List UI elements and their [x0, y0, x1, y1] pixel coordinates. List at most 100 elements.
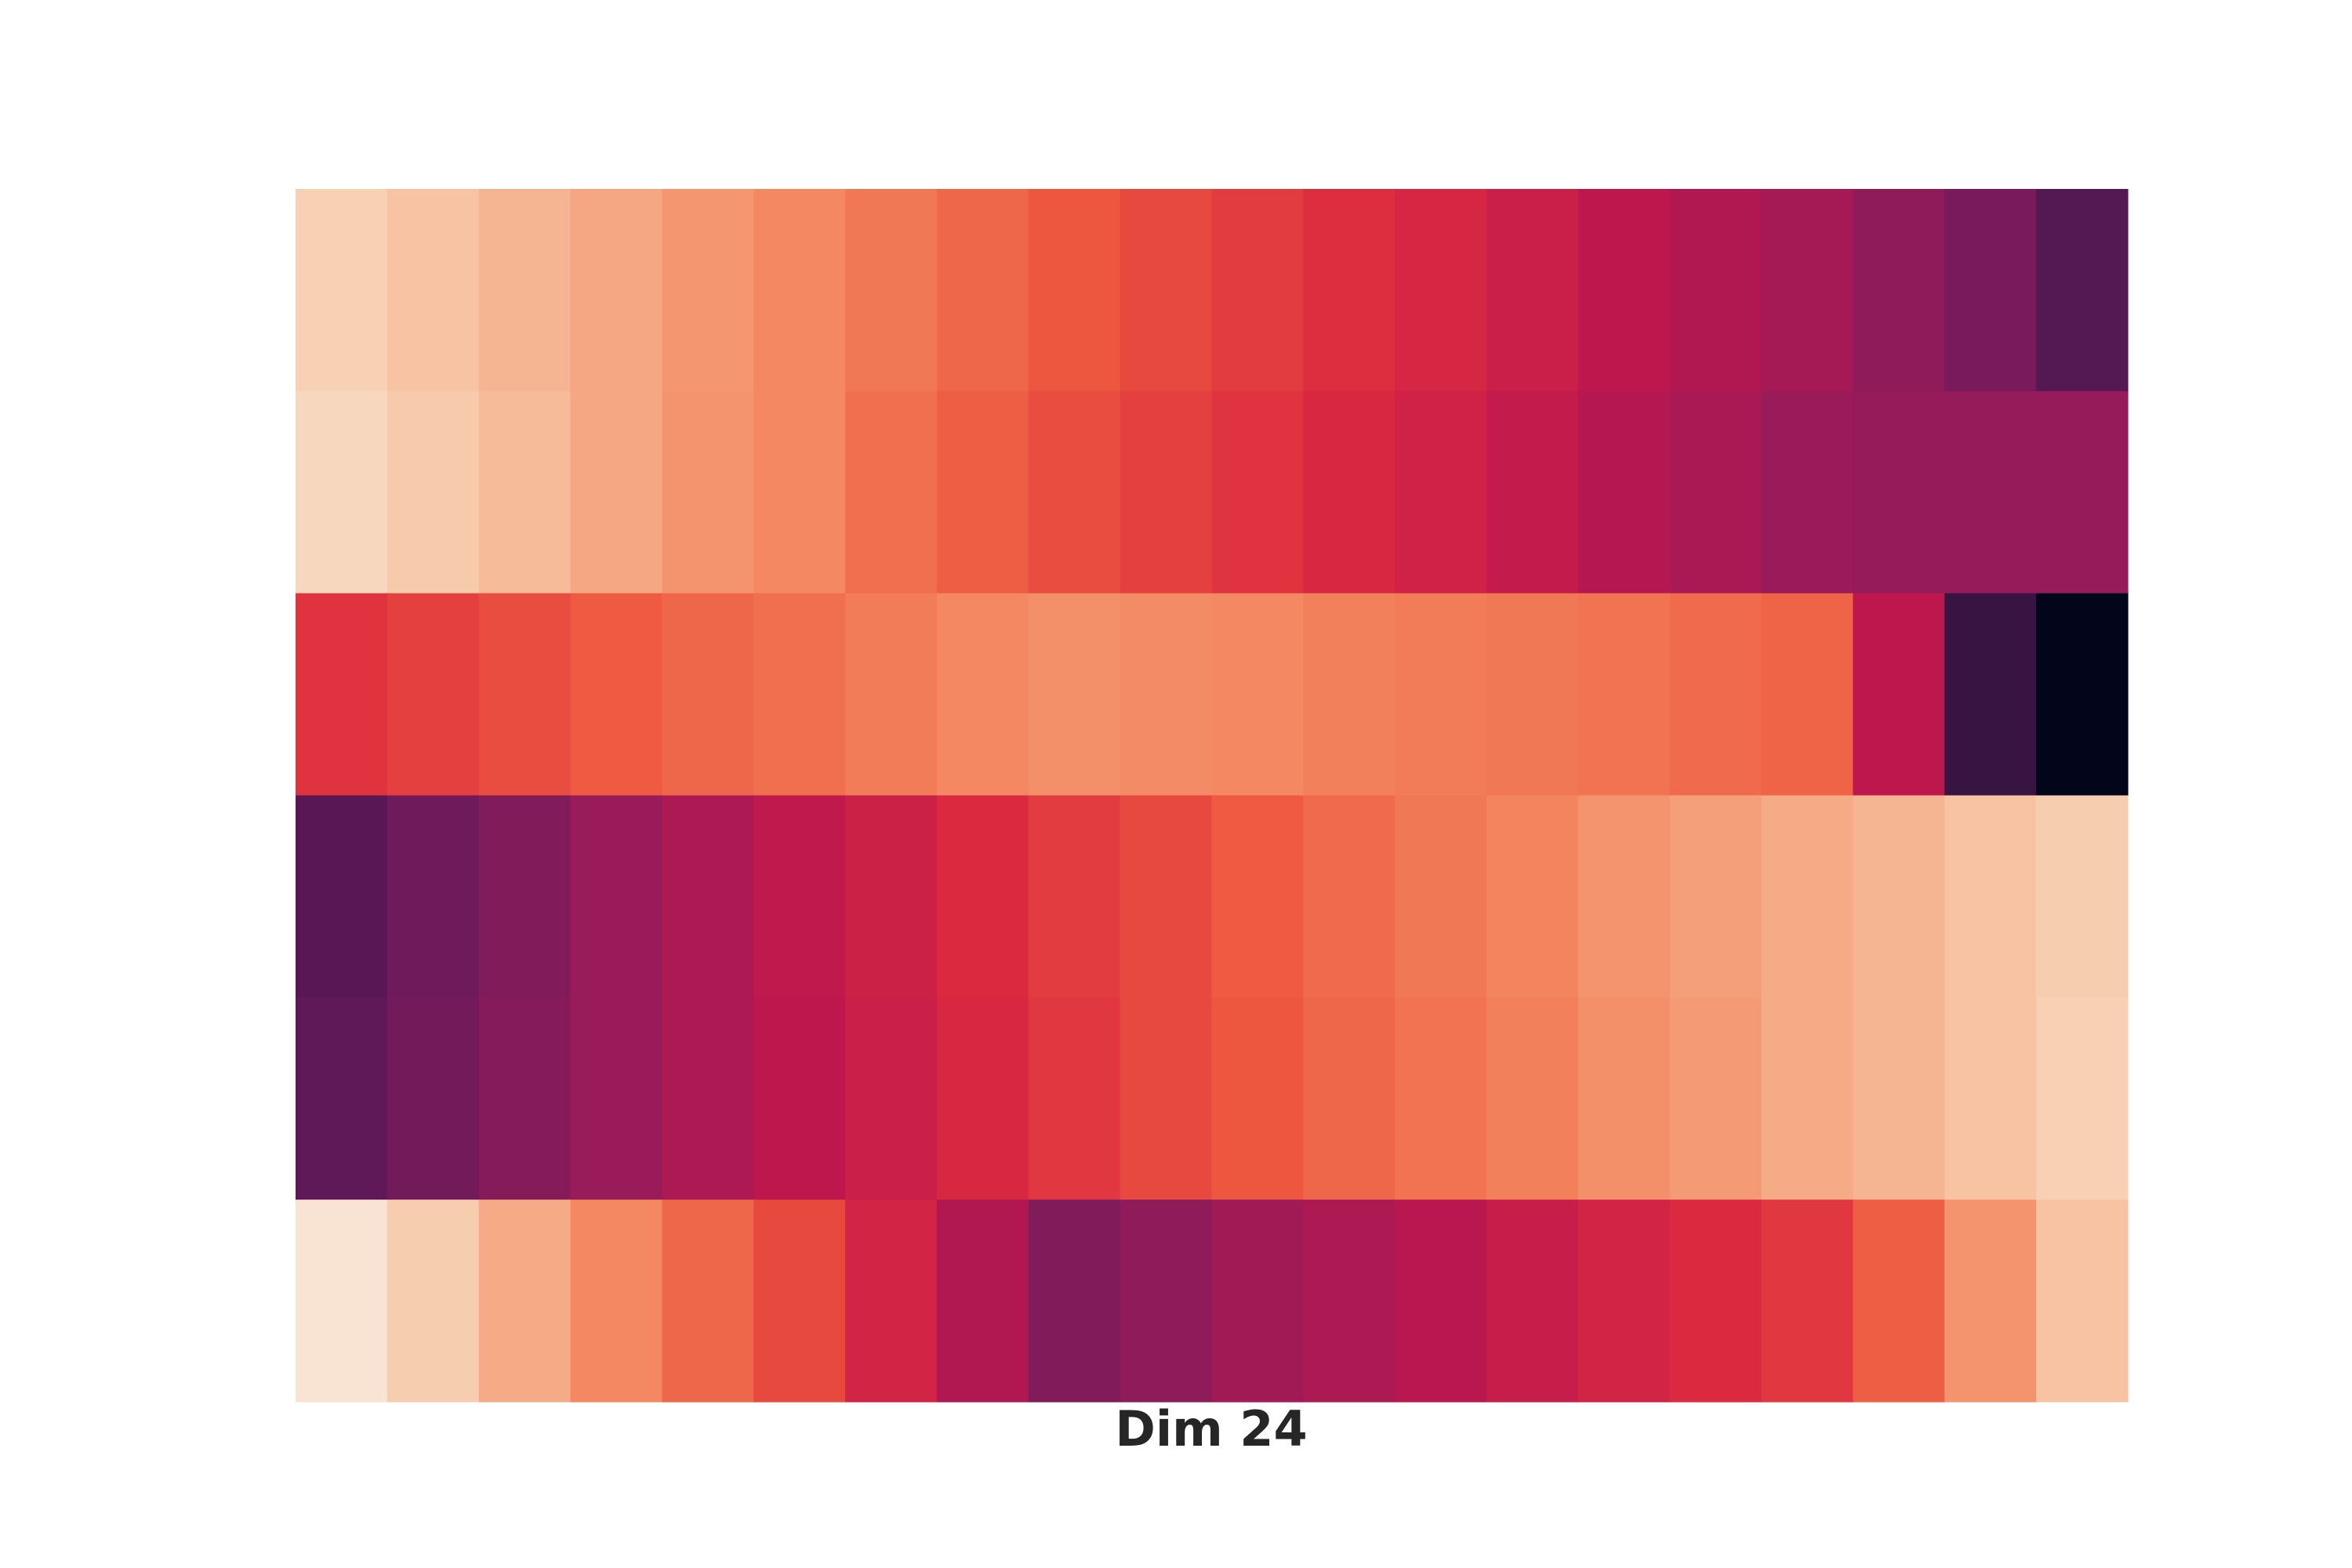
heatmap-cell-r2-c2 [478, 593, 572, 797]
heatmap-cell-r0-c15 [1669, 189, 1762, 392]
heatmap-cell-r0-c6 [845, 189, 938, 392]
heatmap-cell-r3-c13 [1486, 795, 1579, 998]
heatmap-cell-r0-c13 [1486, 189, 1579, 392]
heatmap-cell-r1-c8 [1028, 390, 1121, 594]
heatmap-cell-r5-c14 [1577, 1200, 1671, 1403]
heatmap-cell-r4-c7 [936, 997, 1029, 1200]
heatmap-cell-r1-c5 [753, 390, 846, 594]
heatmap-cell-r0-c17 [1853, 189, 1945, 392]
heatmap-cell-r0-c1 [387, 189, 480, 392]
heatmap-cell-r5-c7 [936, 1200, 1029, 1403]
heatmap-cell-r0-c5 [753, 189, 846, 392]
heatmap-cell-r5-c13 [1486, 1200, 1579, 1403]
heatmap-cell-r4-c5 [753, 997, 846, 1200]
heatmap-cell-r5-c17 [1853, 1200, 1945, 1403]
heatmap-cell-r4-c13 [1486, 997, 1579, 1200]
heatmap-cell-r4-c18 [1944, 997, 2037, 1200]
heatmap-cell-r2-c12 [1395, 593, 1487, 797]
heatmap-cell-r4-c0 [296, 997, 388, 1200]
heatmap-cell-r1-c15 [1669, 390, 1762, 594]
heatmap-cell-r4-c4 [662, 997, 754, 1200]
heatmap-cell-r1-c18 [1944, 390, 2037, 594]
heatmap-cell-r2-c3 [570, 593, 662, 797]
heatmap-cell-r0-c9 [1120, 189, 1213, 392]
heatmap-cell-r4-c17 [1853, 997, 1945, 1200]
heatmap-cell-r5-c16 [1761, 1200, 1854, 1403]
heatmap-cell-r3-c12 [1395, 795, 1487, 998]
heatmap-cell-r0-c11 [1303, 189, 1396, 392]
heatmap-cell-r5-c18 [1944, 1200, 2037, 1403]
heatmap-cell-r3-c15 [1669, 795, 1762, 998]
heatmap-cell-r5-c2 [478, 1200, 572, 1403]
heatmap-cell-r2-c1 [387, 593, 480, 797]
heatmap-cell-r5-c11 [1303, 1200, 1396, 1403]
heatmap-cells [296, 189, 2129, 1403]
heatmap-cell-r5-c9 [1120, 1200, 1213, 1403]
heatmap-cell-r2-c6 [845, 593, 938, 797]
heatmap-cell-r5-c15 [1669, 1200, 1762, 1403]
heatmap-cell-r3-c0 [296, 795, 388, 998]
heatmap-cell-r5-c5 [753, 1200, 846, 1403]
heatmap-cell-r3-c17 [1853, 795, 1945, 998]
heatmap-cell-r1-c3 [570, 390, 662, 594]
heatmap-cell-r1-c7 [936, 390, 1029, 594]
heatmap-cell-r2-c5 [753, 593, 846, 797]
heatmap-cell-r3-c4 [662, 795, 754, 998]
heatmap-cell-r3-c9 [1120, 795, 1213, 998]
heatmap-cell-r1-c6 [845, 390, 938, 594]
heatmap-cell-r0-c7 [936, 189, 1029, 392]
heatmap-cell-r4-c1 [387, 997, 480, 1200]
heatmap-cell-r2-c7 [936, 593, 1029, 797]
heatmap-cell-r0-c10 [1211, 189, 1304, 392]
heatmap-cell-r1-c9 [1120, 390, 1213, 594]
heatmap-cell-r0-c0 [296, 189, 388, 392]
heatmap-cell-r1-c2 [478, 390, 572, 594]
heatmap-cell-r4-c2 [478, 997, 572, 1200]
heatmap-cell-r4-c14 [1577, 997, 1671, 1200]
heatmap-cell-r4-c10 [1211, 997, 1304, 1200]
heatmap-cell-r1-c17 [1853, 390, 1945, 594]
heatmap-cell-r3-c19 [2036, 795, 2129, 998]
heatmap-cell-r2-c11 [1303, 593, 1396, 797]
heatmap-cell-r3-c3 [570, 795, 662, 998]
heatmap-cell-r1-c1 [387, 390, 480, 594]
heatmap-cell-r2-c19 [2036, 593, 2129, 797]
heatmap-cell-r1-c10 [1211, 390, 1304, 594]
heatmap-cell-r4-c19 [2036, 997, 2129, 1200]
heatmap-cell-r0-c3 [570, 189, 662, 392]
heatmap-cell-r4-c15 [1669, 997, 1762, 1200]
heatmap-cell-r5-c12 [1395, 1200, 1487, 1403]
heatmap-cell-r1-c4 [662, 390, 754, 594]
heatmap-cell-r2-c16 [1761, 593, 1854, 797]
heatmap-cell-r3-c14 [1577, 795, 1671, 998]
heatmap-cell-r2-c17 [1853, 593, 1945, 797]
heatmap-cell-r1-c11 [1303, 390, 1396, 594]
heatmap-cell-r3-c7 [936, 795, 1029, 998]
x-axis-label: Dim 24 [1115, 1400, 1307, 1457]
heatmap-cell-r4-c8 [1028, 997, 1121, 1200]
heatmap-cell-r4-c12 [1395, 997, 1487, 1200]
heatmap-cell-r2-c14 [1577, 593, 1671, 797]
heatmap-cell-r4-c6 [845, 997, 938, 1200]
heatmap-cell-r1-c19 [2036, 390, 2129, 594]
heatmap-cell-r5-c6 [845, 1200, 938, 1403]
heatmap-cell-r3-c5 [753, 795, 846, 998]
heatmap-cell-r5-c10 [1211, 1200, 1304, 1403]
heatmap-cell-r0-c12 [1395, 189, 1487, 392]
heatmap-cell-r5-c1 [387, 1200, 480, 1403]
heatmap-cell-r2-c10 [1211, 593, 1304, 797]
heatmap-cell-r0-c8 [1028, 189, 1121, 392]
heatmap-cell-r2-c18 [1944, 593, 2037, 797]
heatmap-cell-r5-c8 [1028, 1200, 1121, 1403]
heatmap-cell-r0-c2 [478, 189, 572, 392]
heatmap-cell-r3-c10 [1211, 795, 1304, 998]
heatmap-cell-r0-c4 [662, 189, 754, 392]
heatmap-cell-r2-c13 [1486, 593, 1579, 797]
heatmap-cell-r5-c4 [662, 1200, 754, 1403]
heatmap-cell-r3-c11 [1303, 795, 1396, 998]
heatmap-cell-r0-c18 [1944, 189, 2037, 392]
heatmap-cell-r2-c9 [1120, 593, 1213, 797]
heatmap-cell-r3-c2 [478, 795, 572, 998]
heatmap-cell-r0-c16 [1761, 189, 1854, 392]
